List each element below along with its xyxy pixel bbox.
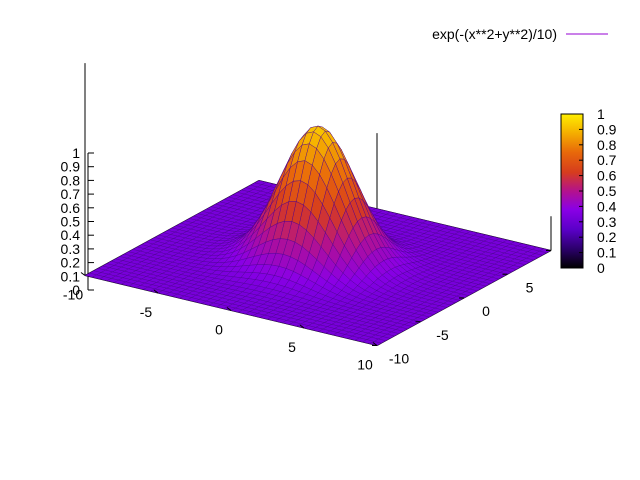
y-tick-label: 5	[526, 279, 534, 295]
colorbar-tick-label: 0.9	[597, 121, 617, 137]
z-tick-label: 0.9	[61, 159, 81, 175]
x-tick-mark	[80, 272, 86, 276]
z-tick-label: 0.5	[61, 214, 81, 230]
colorbar-tick-label: 0.7	[597, 152, 617, 168]
z-tick-label: 0.1	[61, 268, 81, 284]
z-tick-label: 0.4	[61, 227, 81, 243]
x-tick-label: -10	[63, 287, 83, 303]
colorbar-tick-label: 0.8	[597, 137, 617, 153]
x-tick-label: 5	[288, 339, 296, 355]
x-tick-label: 0	[215, 322, 223, 338]
colorbar-tick-label: 1	[597, 106, 605, 122]
z-tick-label: 0.3	[61, 241, 81, 257]
z-tick-label: 1	[72, 145, 80, 161]
y-tick-label: -5	[436, 327, 449, 343]
colorbar-ticks: 00.10.20.30.40.50.60.70.80.91	[579, 106, 617, 276]
x-tick-mark	[226, 307, 232, 311]
z-tick-label: 0.8	[61, 172, 81, 188]
colorbar-tick-label: 0.5	[597, 183, 617, 199]
x-tick-mark	[153, 289, 159, 294]
z-tick-label: 0.7	[61, 186, 81, 202]
surface-mesh	[84, 125, 552, 346]
x-axis-ticks: -10 -5 0 5 10	[63, 272, 378, 373]
y-tick-label: 0	[482, 303, 490, 319]
z-tick-label: 0.2	[61, 255, 81, 271]
x-tick-label: -5	[140, 304, 153, 320]
z-axis-ticks: 00.10.20.30.40.50.60.70.80.91	[61, 145, 94, 298]
x-tick-label: 10	[357, 357, 373, 373]
surface-facet	[369, 341, 382, 346]
colorbar-tick-label: 0.6	[597, 168, 617, 184]
y-tick-label: -10	[389, 351, 409, 367]
z-tick-label: 0	[72, 282, 80, 298]
colorbar-tick-label: 0.1	[597, 245, 617, 261]
colorbar-tick-label: 0.2	[597, 229, 617, 245]
legend-label: exp(-(x**2+y**2)/10)	[432, 26, 557, 42]
z-tick-label: 0.6	[61, 200, 81, 216]
colorbar-tick-label: 0.4	[597, 198, 617, 214]
colorbar-tick-label: 0.3	[597, 214, 617, 230]
colorbar-tick-label: 0	[597, 260, 605, 276]
x-tick-mark	[299, 324, 305, 329]
